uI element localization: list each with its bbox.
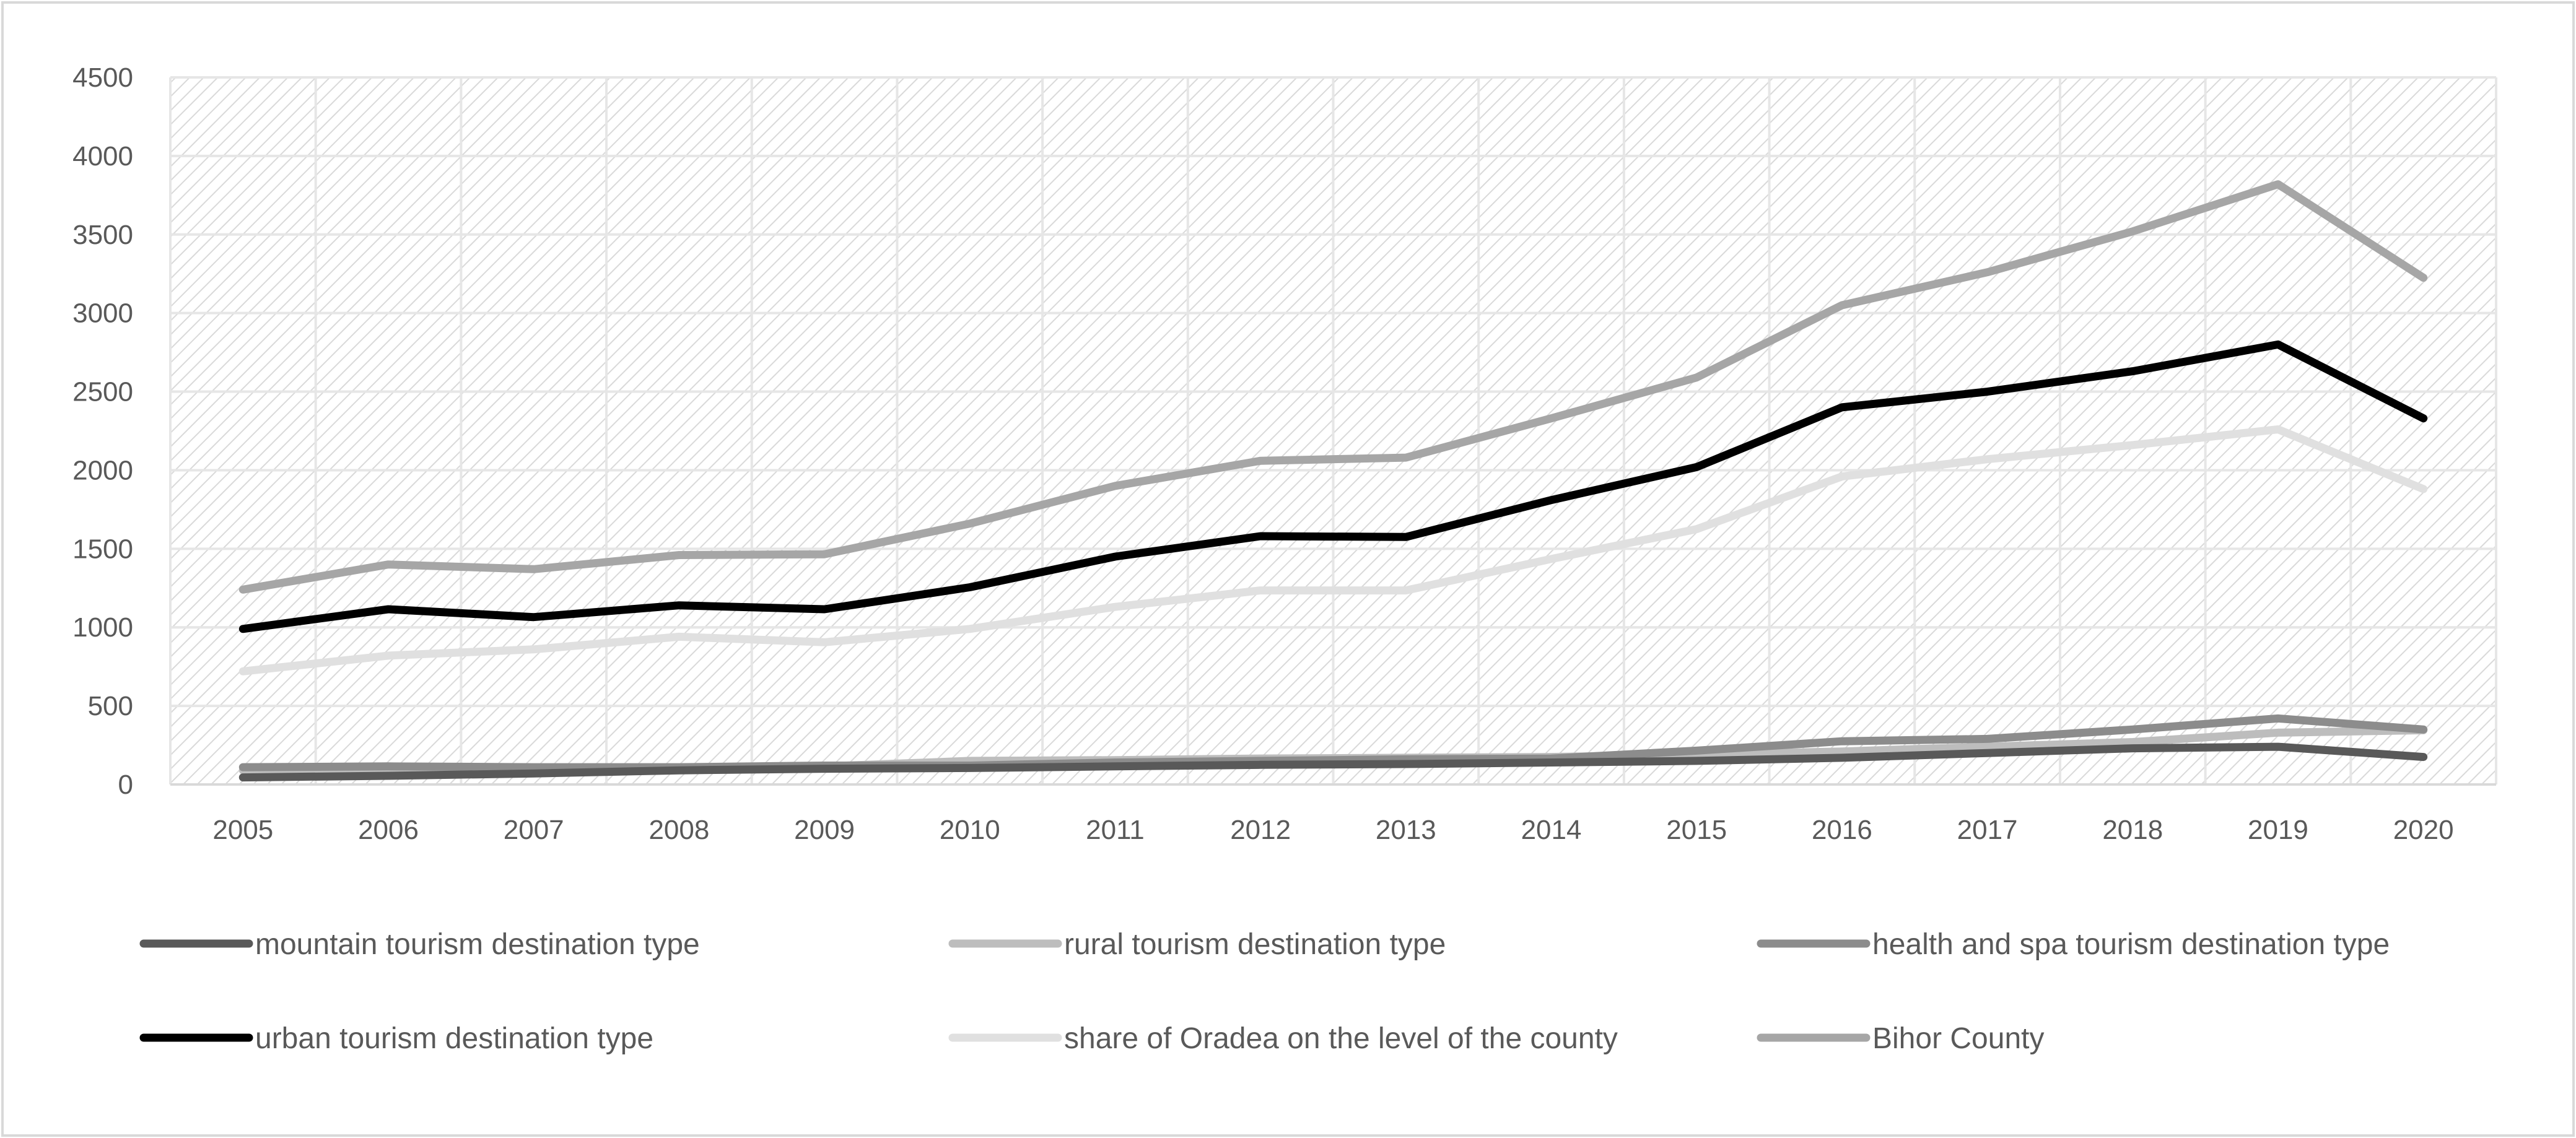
x-tick-label: 2015 (1666, 815, 1727, 845)
x-tick-label: 2010 (940, 815, 1000, 845)
legend-label: health and spa tourism destination type (1872, 928, 2390, 961)
legend-item: urban tourism destination type (139, 1022, 653, 1055)
series-line-3 (238, 340, 2428, 633)
x-tick-label: 2006 (358, 815, 419, 845)
legend-label: share of Oradea on the level of the coun… (1064, 1022, 1618, 1055)
x-tick-label: 2017 (1957, 815, 2018, 845)
legend-item: health and spa tourism destination type (1757, 928, 2390, 961)
legend-label: urban tourism destination type (255, 1022, 653, 1055)
x-tick-label: 2005 (212, 815, 273, 845)
legend-item: mountain tourism destination type (139, 928, 700, 961)
y-tick-label: 2500 (72, 377, 133, 407)
y-tick-label: 1000 (72, 612, 133, 643)
axes: 0 500 1000 1500 2000 2500 3000 3500 4000 4500 2005… (72, 63, 2496, 845)
x-tick-label: 2018 (2102, 815, 2163, 845)
gridlines (169, 76, 2497, 786)
legend-item: Bihor County (1757, 1022, 2044, 1055)
series-lines (238, 180, 2428, 782)
y-tick-label: 4000 (72, 141, 133, 172)
y-tick-label: 3000 (72, 298, 133, 329)
y-tick-label: 4500 (72, 63, 133, 93)
series-line-5 (238, 180, 2428, 594)
x-tick-label: 2013 (1376, 815, 1436, 845)
y-tick-label: 2000 (72, 455, 133, 485)
x-tick-label: 2014 (1521, 815, 1582, 845)
x-tick-label: 2020 (2393, 815, 2454, 845)
series-line-2 (238, 714, 2428, 771)
x-tick-label: 2009 (794, 815, 855, 845)
legend-label: Bihor County (1872, 1022, 2044, 1055)
x-tick-label: 2012 (1230, 815, 1291, 845)
legend-label: rural tourism destination type (1064, 928, 1446, 961)
y-tick-label: 0 (118, 770, 133, 800)
legend-item: rural tourism destination type (948, 928, 1446, 961)
y-tick-label: 3500 (72, 220, 133, 250)
x-tick-label: 2007 (504, 815, 564, 845)
y-tick-label: 1500 (72, 534, 133, 564)
series-line-4 (238, 425, 2428, 675)
x-tick-label: 2011 (1086, 815, 1145, 845)
legend-label: mountain tourism destination type (255, 928, 700, 961)
legend: mountain tourism destination type rural t… (139, 928, 2390, 1055)
x-tick-label: 2008 (648, 815, 709, 845)
legend-item: share of Oradea on the level of the coun… (948, 1022, 1618, 1055)
y-tick-label: 500 (88, 691, 133, 721)
series-line-0 (238, 742, 2428, 782)
x-tick-label: 2016 (1812, 815, 1872, 845)
x-tick-label: 2019 (2248, 815, 2308, 845)
